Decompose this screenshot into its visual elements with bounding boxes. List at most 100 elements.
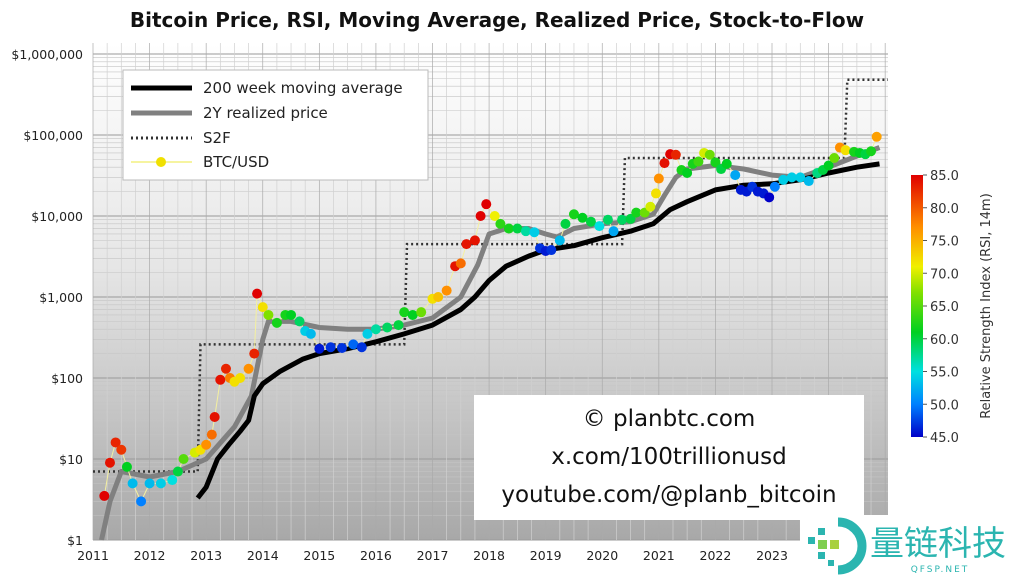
- watermark: 量链科技 QFSP.NET: [800, 515, 1024, 577]
- btc-point: [235, 373, 246, 383]
- btc-point: [206, 429, 217, 440]
- btc-point: [362, 328, 373, 339]
- btc-point: [577, 212, 588, 223]
- btc-point: [631, 207, 642, 218]
- btc-point: [481, 199, 492, 210]
- btc-point: [560, 218, 571, 229]
- btc-point: [651, 188, 662, 199]
- x-tick-label: 2017: [417, 548, 449, 563]
- credit-site: © planbtc.com: [583, 406, 756, 432]
- btc-point: [693, 156, 704, 167]
- btc-point: [682, 167, 693, 178]
- x-tick-label: 2011: [77, 548, 109, 563]
- credits-box: © planbtc.com x.com/100trillionusd youtu…: [474, 395, 864, 520]
- watermark-sub: QFSP.NET: [911, 565, 970, 575]
- btc-point: [795, 172, 806, 183]
- btc-point: [178, 454, 189, 464]
- x-tick-label: 2012: [134, 548, 166, 563]
- btc-point: [704, 149, 715, 160]
- x-tick-label: 2023: [756, 548, 788, 563]
- x-tick-label: 2013: [190, 548, 222, 563]
- btc-point: [220, 363, 231, 374]
- x-tick-label: 2016: [360, 548, 392, 563]
- colorbar-tick-label: 50.0: [930, 398, 959, 413]
- btc-point: [243, 363, 254, 374]
- btc-point: [393, 320, 404, 331]
- chart-title: Bitcoin Price, RSI, Moving Average, Real…: [130, 8, 864, 32]
- btc-point: [594, 221, 605, 232]
- btc-point: [127, 478, 138, 489]
- btc-point: [823, 160, 834, 171]
- btc-point: [554, 235, 565, 246]
- btc-point: [257, 302, 268, 313]
- btc-point: [314, 343, 325, 354]
- colorbar-label: Relative Strength Index (RSI, 14m): [979, 193, 994, 419]
- btc-point: [568, 209, 579, 220]
- watermark-logo-icon: [808, 517, 867, 575]
- btc-point: [370, 324, 381, 335]
- legend-ma: 200 week moving average: [203, 79, 403, 97]
- btc-point: [286, 309, 297, 320]
- y-tick-label: $1: [67, 533, 83, 548]
- btc-point: [201, 439, 212, 450]
- colorbar-tick-label: 60.0: [930, 333, 959, 348]
- btc-point: [546, 245, 557, 256]
- btc-point: [356, 342, 367, 353]
- btc-point: [136, 496, 147, 507]
- btc-point: [602, 214, 613, 225]
- x-tick-label: 2018: [473, 548, 505, 563]
- y-tick-label: $10,000: [31, 209, 83, 224]
- x-tick-label: 2014: [247, 548, 279, 563]
- y-axis: $1 $10 $100 $1,000 $10,000 $100,000 $1,000,000: [11, 47, 83, 548]
- colorbar-tick-label: 85.0: [930, 169, 959, 184]
- colorbar-tick-label: 55.0: [930, 366, 959, 381]
- btc-point: [475, 211, 486, 221]
- btc-point: [512, 223, 523, 234]
- btc-point: [167, 475, 178, 486]
- x-tick-label: 2022: [700, 548, 732, 563]
- s2f-line: [93, 78, 888, 473]
- btc-point: [121, 461, 132, 472]
- legend: 200 week moving average 2Y realized pric…: [122, 69, 429, 181]
- btc-point: [294, 316, 305, 327]
- btc-point: [305, 328, 316, 339]
- colorbar-tick-label: 75.0: [930, 235, 959, 250]
- credit-youtube: youtube.com/@planb_bitcoin: [501, 482, 836, 508]
- credit-x: x.com/100trillionusd: [551, 444, 787, 470]
- x-tick-label: 2020: [586, 548, 618, 563]
- btc-point: [407, 309, 418, 320]
- btc-point: [416, 307, 427, 318]
- btc-point: [786, 172, 797, 183]
- btc-point: [489, 211, 500, 221]
- btc-point: [172, 466, 183, 477]
- btc-point: [608, 226, 619, 237]
- btc-point: [670, 149, 681, 160]
- colorbar-tick-label: 45.0: [930, 431, 959, 446]
- y-tick-label: $100: [51, 371, 83, 386]
- btc-point: [215, 374, 226, 385]
- btc-point: [764, 192, 775, 203]
- colorbar: 45.0 50.0 55.0 60.0 65.0 70.0 75.0 80.0 85.0 Rel…: [911, 169, 994, 446]
- btc-point: [155, 478, 166, 489]
- btc-point: [469, 235, 480, 246]
- btc-point: [461, 239, 472, 250]
- btc-point: [433, 292, 444, 302]
- btc-point: [866, 146, 877, 157]
- btc-point: [441, 285, 452, 296]
- btc-point: [336, 342, 347, 353]
- btc-point: [645, 201, 656, 212]
- y-tick-label: $1,000,000: [11, 47, 83, 62]
- btc-point: [803, 176, 814, 187]
- btc-point: [617, 214, 628, 225]
- btc-point: [144, 478, 155, 489]
- colorbar-tick-label: 70.0: [930, 267, 959, 282]
- btc-point: [209, 412, 220, 423]
- btc-point: [871, 131, 882, 142]
- btc-point: [840, 145, 851, 156]
- btc-point: [710, 157, 721, 168]
- btc-point: [116, 444, 127, 455]
- y-tick-label: $100,000: [23, 128, 83, 143]
- y-tick-label: $1,000: [39, 290, 83, 305]
- x-tick-label: 2021: [643, 548, 675, 563]
